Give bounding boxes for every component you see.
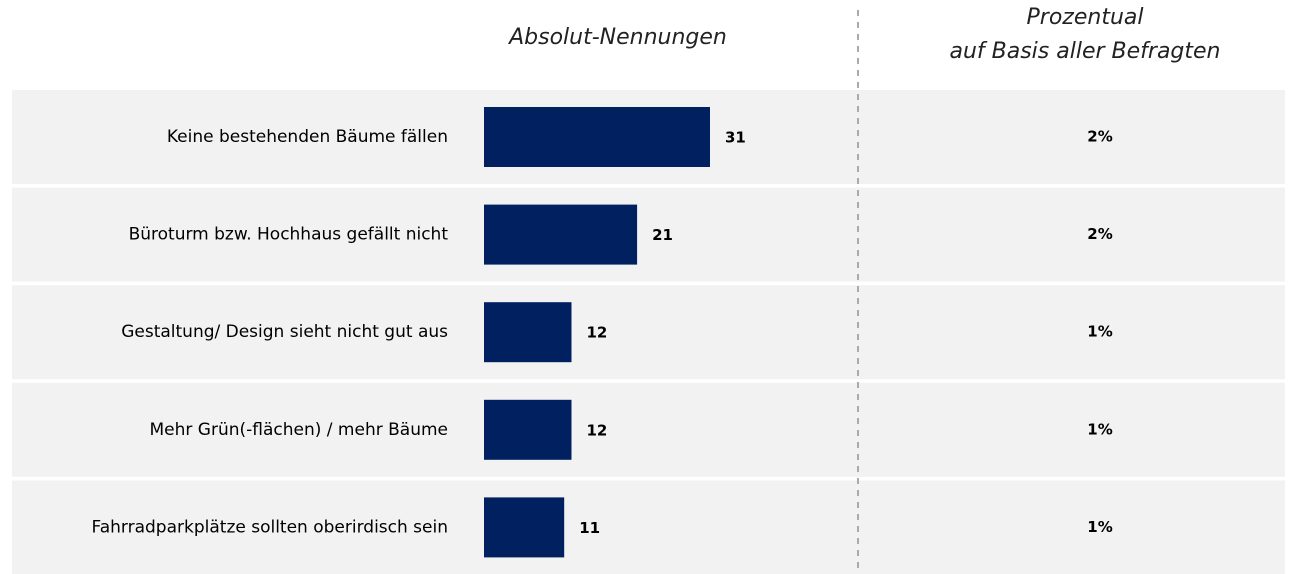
percent-label: 1%: [1087, 518, 1112, 536]
percent-label: 2%: [1087, 225, 1112, 243]
percent-label: 2%: [1087, 128, 1112, 146]
percent-header: auf Basis aller Befragten: [949, 39, 1220, 64]
category-label: Gestaltung/ Design sieht nicht gut aus: [121, 322, 448, 342]
percent-label: 1%: [1087, 420, 1112, 438]
bar: [484, 107, 710, 167]
bar-value-label: 11: [579, 519, 600, 537]
bar-value-label: 12: [586, 421, 607, 439]
row-background: [12, 285, 1285, 380]
category-label: Mehr Grün(-flächen) / mehr Bäume: [150, 420, 448, 440]
bar-value-label: 21: [652, 226, 673, 244]
category-label: Büroturm bzw. Hochhaus gefällt nicht: [129, 225, 449, 245]
percent-header: Prozentual: [1027, 5, 1144, 30]
bar: [484, 399, 572, 460]
category-label: Keine bestehenden Bäume fällen: [167, 127, 448, 147]
bar: [484, 497, 565, 558]
row-background: [12, 187, 1285, 282]
percent-label: 1%: [1087, 323, 1112, 341]
bar: [484, 204, 638, 265]
bar-value-label: 12: [586, 324, 607, 342]
bar: [484, 302, 572, 363]
row-background: [12, 382, 1285, 477]
bar-value-label: 31: [725, 129, 746, 147]
bar-header: Absolut-Nennungen: [507, 25, 727, 50]
rows: Keine bestehenden Bäume fällen Büroturm b…: [12, 90, 1285, 574]
row-background: [12, 480, 1285, 574]
category-label: Fahrradparkplätze sollten oberirdisch se…: [92, 517, 449, 537]
